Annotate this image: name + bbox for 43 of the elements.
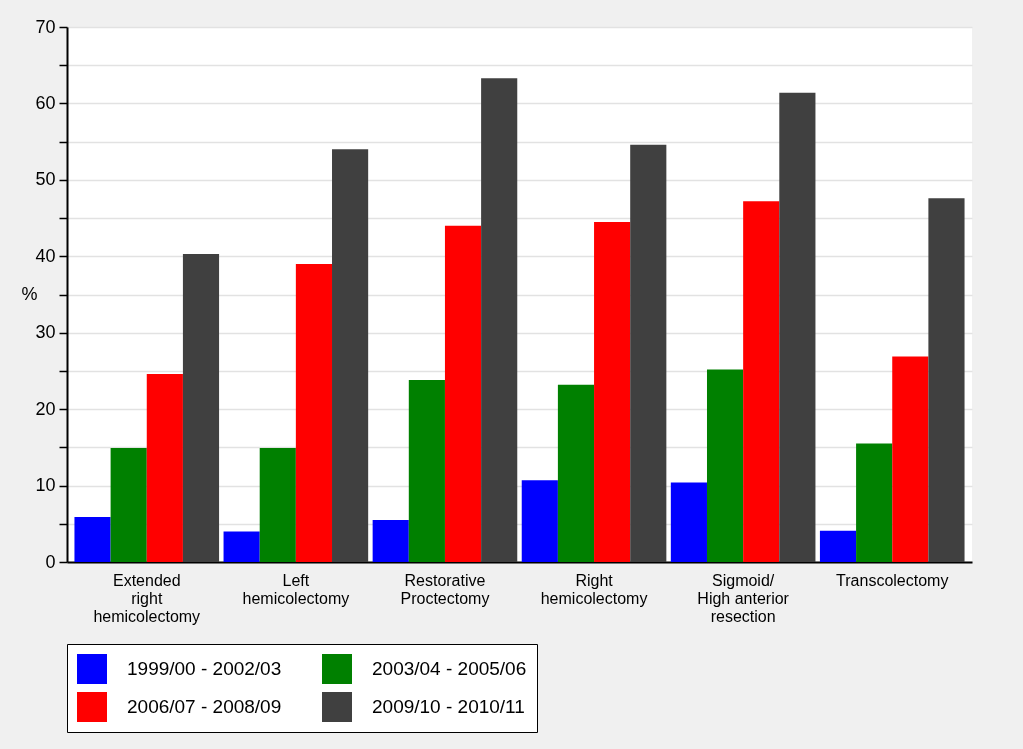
y-tick-label: 70	[35, 16, 56, 37]
bar	[594, 221, 631, 562]
bar	[743, 201, 780, 562]
bar	[444, 225, 482, 562]
bar	[259, 448, 296, 562]
bar	[372, 519, 409, 562]
legend-label: 2009/10 - 2010/11	[372, 696, 525, 717]
bar	[408, 380, 445, 562]
bar	[223, 531, 260, 562]
y-tick-label: 60	[35, 92, 56, 113]
bar	[521, 480, 558, 562]
y-tick-label: 30	[35, 322, 56, 343]
x-tick-label: Sigmoid/ High anterior resection	[697, 571, 790, 625]
bar	[670, 482, 707, 562]
bar	[557, 384, 595, 562]
bar	[146, 373, 183, 562]
legend-label: 2003/04 - 2005/06	[372, 658, 527, 679]
bar	[110, 448, 147, 562]
x-tick-label: Extended right hemicolectomy	[93, 571, 201, 625]
bar	[928, 198, 965, 562]
bar	[819, 530, 857, 562]
bar	[706, 369, 744, 562]
bar	[332, 149, 369, 562]
legend-label: 2006/07 - 2008/09	[127, 696, 282, 717]
bar	[182, 253, 220, 562]
bar	[295, 263, 333, 562]
y-axis-title: %	[21, 284, 38, 304]
bar	[779, 92, 816, 562]
bar	[74, 516, 111, 562]
y-tick-label: 40	[35, 245, 56, 266]
y-tick-label: 0	[45, 551, 56, 572]
bar	[481, 78, 518, 562]
y-tick-label: 20	[35, 398, 56, 419]
x-tick-label: Transcolectomy	[836, 571, 949, 589]
bar	[892, 356, 929, 562]
x-tick-label: Right hemicolectomy	[540, 571, 648, 607]
y-tick-label: 50	[35, 169, 56, 190]
x-tick-label: Left hemicolectomy	[242, 571, 350, 607]
bar	[856, 443, 893, 562]
legend-label: 1999/00 - 2002/03	[127, 658, 282, 679]
bar	[630, 144, 667, 562]
x-tick-label: Restorative Proctectomy	[400, 571, 490, 607]
y-tick-label: 10	[35, 475, 56, 496]
